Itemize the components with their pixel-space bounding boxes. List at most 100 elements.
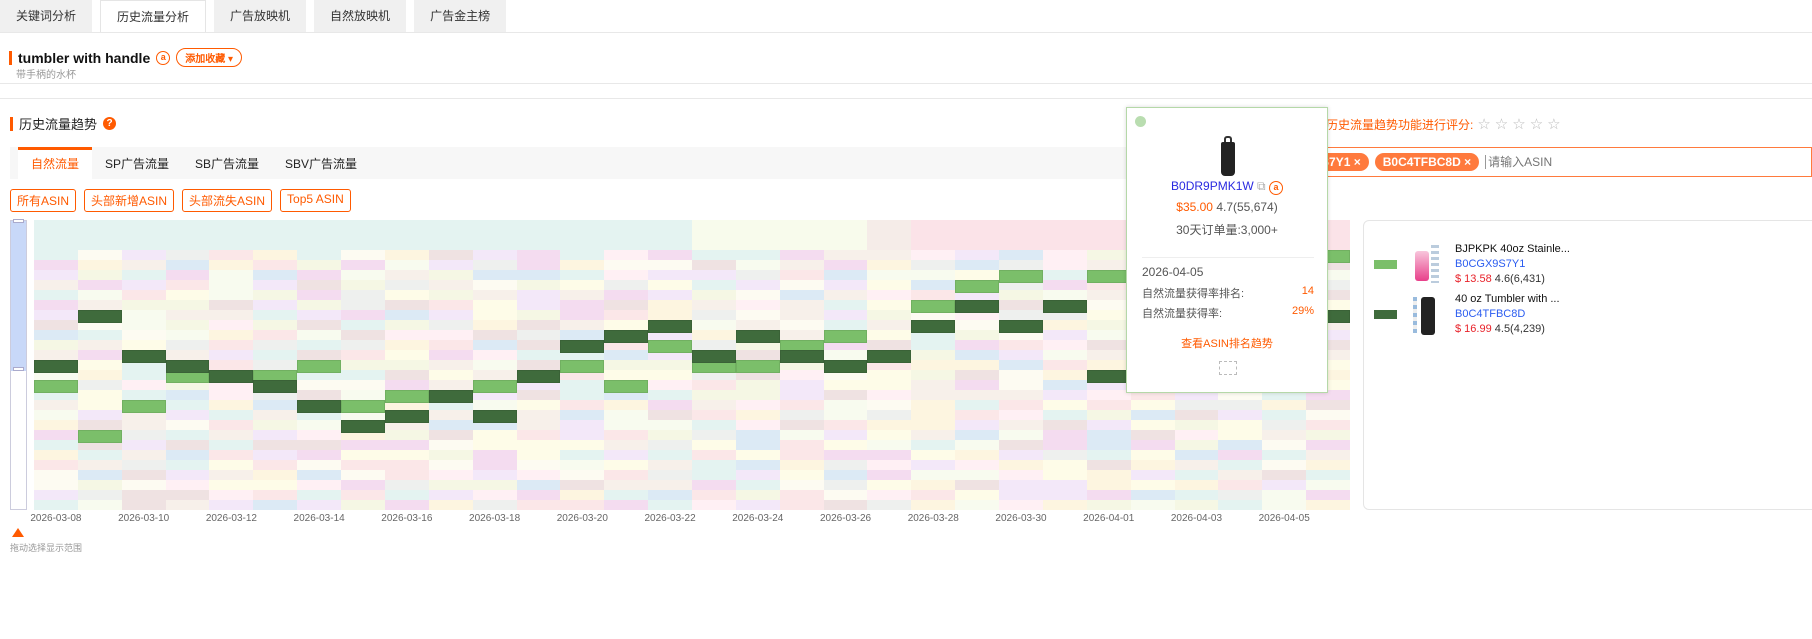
heatmap-cell[interactable] [341,320,385,330]
heatmap-cell[interactable] [253,420,298,430]
heatmap-cell[interactable] [34,500,78,510]
heatmap-cell[interactable] [560,430,605,440]
heatmap-cell[interactable] [472,440,517,450]
heatmap-cell[interactable] [1086,260,1131,270]
heatmap-cell[interactable] [253,260,298,270]
heatmap-cell[interactable] [955,390,1000,400]
heatmap-cell[interactable] [911,430,956,440]
heatmap-cell[interactable] [209,330,254,340]
heatmap-cell[interactable] [384,490,429,500]
heatmap-cell[interactable] [999,360,1043,370]
heatmap-cell[interactable] [34,420,78,430]
heatmap-cell[interactable] [1306,270,1350,280]
heatmap-cell[interactable] [341,280,385,290]
heatmap-cell[interactable] [297,350,342,360]
heatmap-cell[interactable] [516,330,561,340]
heatmap-cell[interactable] [1086,290,1131,300]
heatmap-cell[interactable] [604,440,649,450]
star-icon[interactable]: ☆ [1547,116,1561,133]
heatmap-cell[interactable] [297,250,342,260]
heatmap-cell[interactable] [77,250,122,260]
series-cell[interactable] [209,370,254,383]
heatmap-cell[interactable] [472,300,517,310]
heatmap-cell[interactable] [428,410,473,420]
heatmap-cell[interactable] [77,460,122,470]
heatmap-cell[interactable] [604,420,649,430]
heatmap-cell[interactable] [1086,410,1131,420]
heatmap-cell[interactable] [34,430,78,440]
heatmap-cell[interactable] [999,370,1043,380]
series-cell[interactable] [121,400,166,413]
heatmap-cell[interactable] [779,410,824,420]
heatmap-cell[interactable] [253,460,298,470]
heatmap-cell[interactable] [604,310,649,320]
heatmap-cell[interactable] [779,470,824,480]
heatmap-cell[interactable] [1130,400,1175,410]
heatmap-cell[interactable] [560,220,605,250]
heatmap-cell[interactable] [341,500,385,510]
heatmap-cell[interactable] [955,350,1000,360]
heatmap-cell[interactable] [516,220,561,250]
filter-all-asin[interactable]: 所有ASIN [10,189,77,212]
heatmap-cell[interactable] [779,490,824,500]
heatmap-cell[interactable] [560,420,605,430]
heatmap-cell[interactable] [1086,360,1131,370]
heatmap-cell[interactable] [955,370,1000,380]
heatmap-cell[interactable] [428,330,473,340]
heatmap-cell[interactable] [692,340,736,350]
heatmap-cell[interactable] [735,310,780,320]
heatmap-cell[interactable] [735,490,780,500]
series-cell[interactable] [384,390,429,403]
heatmap-cell[interactable] [341,410,385,420]
heatmap-cell[interactable] [560,470,605,480]
heatmap-cell[interactable] [1262,490,1307,500]
heatmap-cell[interactable] [472,430,517,440]
heatmap-cell[interactable] [1174,430,1219,440]
heatmap-cell[interactable] [209,350,254,360]
heatmap-cell[interactable] [779,220,824,250]
series-cell[interactable] [604,380,649,393]
heatmap-cell[interactable] [911,480,956,490]
heatmap-cell[interactable] [209,360,254,370]
heatmap-cell[interactable] [604,490,649,500]
heatmap-cell[interactable] [823,390,868,400]
heatmap-cell[interactable] [209,260,254,270]
heatmap-cell[interactable] [867,370,912,380]
heatmap-cell[interactable] [209,390,254,400]
heatmap-cell[interactable] [648,330,692,340]
heatmap-cell[interactable] [516,430,561,440]
heatmap-cell[interactable] [823,430,868,440]
heatmap-cell[interactable] [692,370,736,380]
heatmap-cell[interactable] [165,400,210,410]
heatmap-cell[interactable] [1262,500,1307,510]
heatmap-cell[interactable] [77,480,122,490]
heatmap-cell[interactable] [297,320,342,330]
heatmap-cell[interactable] [648,400,692,410]
heatmap-cell[interactable] [735,500,780,510]
filter-lost-top-asin[interactable]: 头部流失ASIN [182,189,273,212]
heatmap-cell[interactable] [209,470,254,480]
heatmap-cell[interactable] [560,270,605,280]
heatmap-cell[interactable] [779,280,824,290]
heatmap-cell[interactable] [1086,460,1131,470]
heatmap-cell[interactable] [209,460,254,470]
heatmap-cell[interactable] [1042,440,1087,450]
heatmap-cell[interactable] [999,220,1043,250]
heatmap-cell[interactable] [911,490,956,500]
heatmap-cell[interactable] [1130,430,1175,440]
heatmap-cell[interactable] [867,260,912,270]
heatmap-cell[interactable] [999,300,1043,310]
heatmap-cell[interactable] [472,420,517,430]
series-cell[interactable] [472,380,517,393]
heatmap-cell[interactable] [341,220,385,250]
heatmap-cell[interactable] [648,360,692,370]
heatmap-cell[interactable] [735,320,780,330]
heatmap-cell[interactable] [648,500,692,510]
heatmap-cell[interactable] [560,330,605,340]
heatmap-cell[interactable] [297,290,342,300]
heatmap-cell[interactable] [648,490,692,500]
heatmap-cell[interactable] [604,350,649,360]
heatmap-cell[interactable] [34,310,78,320]
heatmap-cell[interactable] [209,420,254,430]
heatmap-cell[interactable] [1262,460,1307,470]
